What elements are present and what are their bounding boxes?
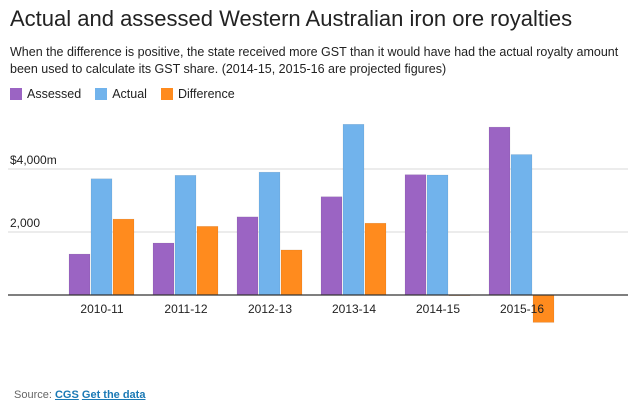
get-the-data-link[interactable]: Get the data [81, 389, 146, 401]
bar-difference-2010-11 [112, 218, 135, 296]
x-tick-label-2015-16: 2015-16 [500, 302, 544, 316]
chart-legend: Assessed Actual Difference [10, 87, 235, 101]
bar-actual-2015-16 [510, 154, 533, 296]
legend-swatch-actual [95, 88, 108, 100]
chart-title: Actual and assessed Western Australian i… [10, 6, 573, 31]
x-tick-label-2014-15: 2014-15 [416, 302, 460, 316]
bar-actual-2011-12 [174, 175, 197, 296]
bar-assessed-2010-11 [68, 253, 91, 296]
bar-actual-2014-15 [426, 174, 449, 296]
bar-assessed-2012-13 [236, 216, 259, 296]
y-tick-label-1: $4,000m [10, 153, 57, 167]
x-tick-label-2013-14: 2013-14 [332, 302, 376, 316]
bar-assessed-2015-16 [488, 126, 511, 296]
bar-actual-2013-14 [342, 124, 365, 296]
legend-item-assessed[interactable]: Assessed [10, 87, 81, 101]
legend-item-difference[interactable]: Difference [160, 87, 235, 101]
chart-subtitle: When the difference is positive, the sta… [10, 45, 619, 76]
source-prefix: Source: [14, 389, 52, 401]
legend-label-actual: Actual [112, 87, 147, 101]
legend-item-actual[interactable]: Actual [95, 87, 147, 101]
bar-difference-2012-13 [280, 249, 303, 296]
source-link-cgs[interactable]: CGS [54, 389, 79, 401]
y-tick-label-0: 2,000 [10, 216, 40, 230]
legend-label-difference: Difference [177, 87, 235, 101]
legend-swatch-assessed [10, 88, 22, 100]
bar-assessed-2011-12 [152, 242, 175, 296]
legend-label-assessed: Assessed [27, 87, 82, 101]
bar-assessed-2013-14 [320, 196, 343, 296]
x-tick-label-2010-11: 2010-11 [80, 302, 123, 316]
bar-difference-2011-12 [196, 226, 219, 296]
legend-swatch-difference [160, 88, 173, 100]
bar-assessed-2014-15 [404, 174, 427, 296]
bar-actual-2010-11 [90, 178, 113, 296]
x-tick-label-2011-12: 2011-12 [164, 302, 207, 316]
bar-difference-2013-14 [364, 222, 387, 296]
bar-actual-2012-13 [258, 171, 281, 296]
x-tick-label-2012-13: 2012-13 [248, 302, 292, 316]
source-line: Source: CGS Get the data [14, 389, 145, 401]
